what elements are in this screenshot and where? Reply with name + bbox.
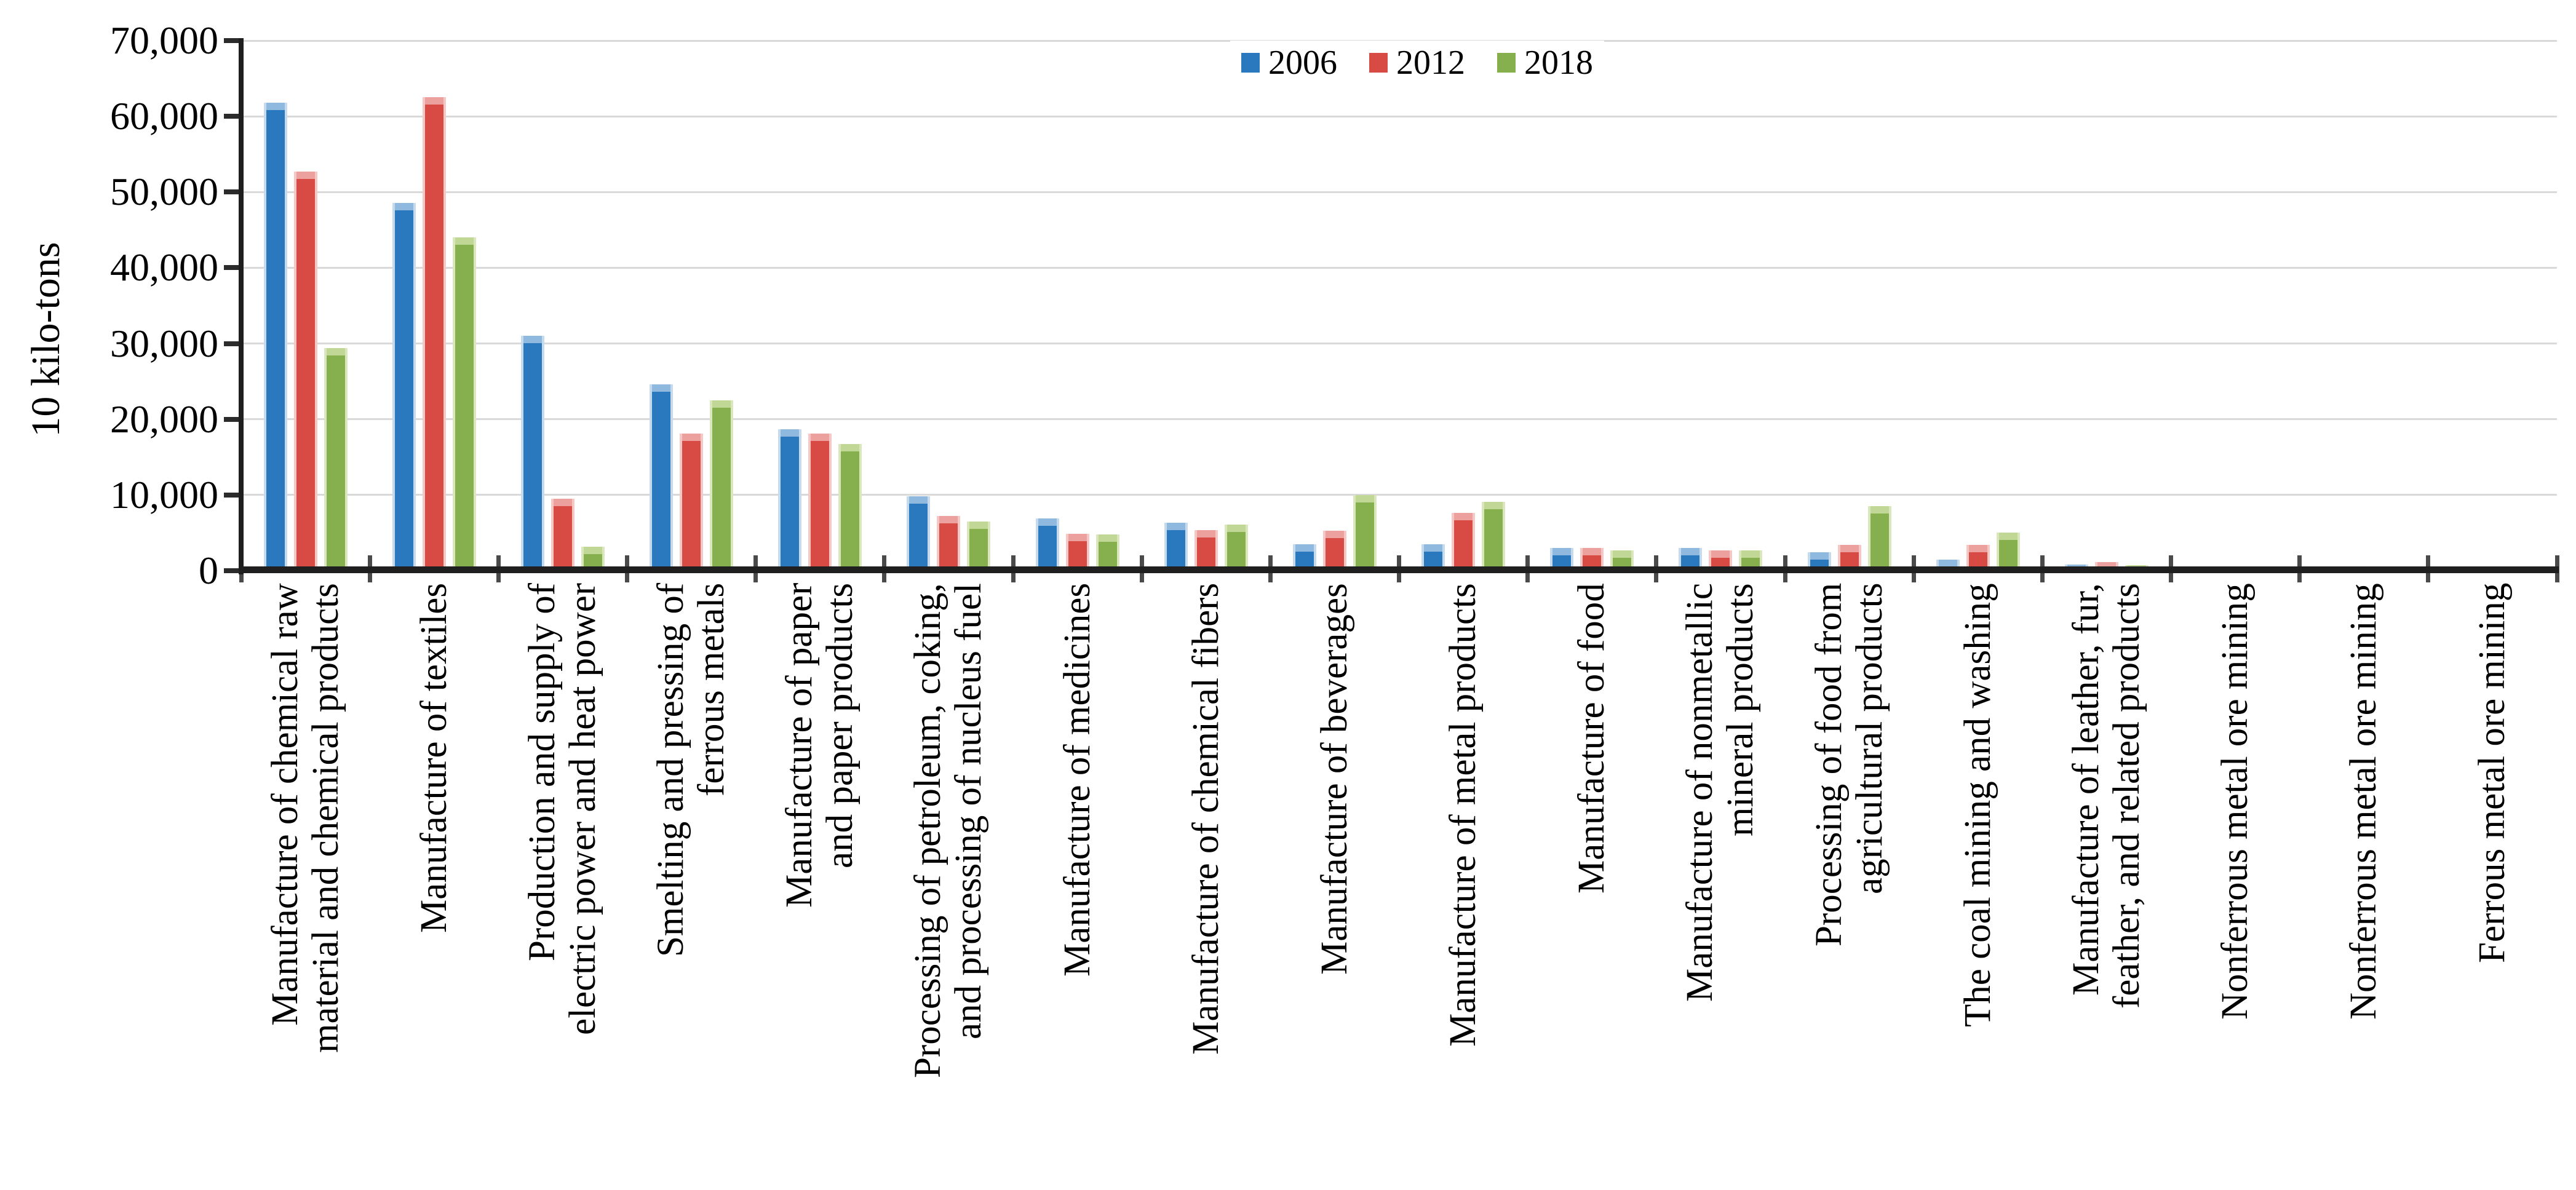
y-axis-tick [224, 114, 240, 119]
bar-2018 [453, 237, 476, 571]
y-axis-tick-label: 10,000 [110, 472, 218, 517]
gridline [241, 494, 2557, 496]
y-axis-tick-label: 40,000 [110, 245, 218, 290]
bar-2018 [324, 348, 348, 571]
bar-2018 [1868, 506, 1891, 571]
category-label: Manufacture of food [1571, 583, 1613, 894]
bar-2012 [551, 499, 574, 571]
bar-2006 [650, 384, 673, 571]
bar-2012 [680, 434, 703, 571]
category-label: Manufacture of beverages [1313, 583, 1355, 975]
y-axis-tick-label: 50,000 [110, 170, 218, 214]
y-axis-tick-label: 70,000 [110, 18, 218, 62]
bar-2012 [1323, 531, 1346, 571]
bar-2018 [967, 522, 990, 571]
y-axis-tick-label: 60,000 [110, 94, 218, 138]
bar-2006 [1421, 544, 1445, 571]
bar-2018 [1096, 534, 1119, 571]
y-axis-tick [224, 265, 240, 271]
category-label: The coal mining and washing [1957, 583, 1998, 1027]
bar-2012 [294, 172, 317, 571]
y-axis-tick-label: 20,000 [110, 397, 218, 441]
category-label: Manufacture of paper and paper products [779, 583, 861, 908]
bar-2018 [1225, 525, 1248, 571]
y-axis-tick [224, 492, 240, 498]
y-axis-tick [224, 416, 240, 422]
y-axis-tick [224, 568, 240, 573]
y-axis-line [239, 38, 244, 574]
category-label: Nonferrous metal ore mining [2214, 583, 2256, 1020]
bar-2012 [1452, 513, 1475, 571]
bar-2012 [808, 434, 832, 571]
category-label: Processing of food from agricultural pro… [1808, 583, 1890, 947]
gridline [241, 115, 2557, 117]
category-label: Nonferrous metal ore mining [2343, 583, 2385, 1020]
bar-2012 [1066, 534, 1089, 571]
category-label: Manufacture of chemical raw material and… [264, 583, 346, 1053]
category-label: Manufacture of leather, fur, feather, an… [2065, 583, 2147, 1009]
category-label: Manufacture of nonmetallic mineral produ… [1679, 583, 1762, 1002]
category-label: Manufacture of metal products [1442, 583, 1484, 1047]
bar-2006 [907, 496, 930, 571]
y-axis-tick [224, 38, 240, 43]
legend-swatch-icon [1497, 53, 1516, 73]
y-axis-title: 10 kilo-tons [23, 242, 68, 437]
legend-swatch-icon [1369, 53, 1388, 73]
category-label: Ferrous metal ore mining [2471, 583, 2513, 964]
legend-item-2006: 2006 [1241, 44, 1337, 81]
bar-2006 [264, 103, 287, 571]
category-label: Manufacture of medicines [1056, 583, 1098, 977]
x-axis-line [239, 566, 2559, 573]
y-axis-tick-label: 30,000 [110, 321, 218, 365]
gridline [241, 418, 2557, 421]
bar-2018 [710, 400, 733, 571]
bar-2012 [423, 97, 446, 571]
bar-2018 [1482, 502, 1505, 571]
y-axis-tick [224, 341, 240, 346]
bar-2012 [1195, 530, 1218, 571]
bar-2006 [1164, 523, 1188, 571]
legend-label: 2018 [1524, 44, 1593, 82]
bar-2006 [778, 429, 801, 571]
legend-item-2012: 2012 [1369, 44, 1465, 81]
gridline [241, 191, 2557, 193]
legend-item-2018: 2018 [1497, 44, 1593, 81]
legend-label: 2012 [1396, 44, 1465, 82]
legend-swatch-icon [1241, 53, 1260, 73]
category-label: Manufacture of textiles [413, 583, 455, 934]
bar-2006 [392, 203, 416, 571]
bar-2018 [838, 444, 862, 571]
bar-2018 [1353, 495, 1377, 571]
category-label: Manufacture of chemical fibers [1185, 583, 1226, 1055]
legend-label: 2006 [1268, 44, 1337, 82]
bar-2018 [1997, 533, 2020, 571]
category-label: Processing of petroleum, coking, and pro… [907, 583, 990, 1078]
bar-2006 [1293, 544, 1316, 571]
legend: 2006 2012 2018 [1230, 41, 1604, 85]
bar-2006 [1036, 518, 1059, 571]
gridline [241, 343, 2557, 345]
y-axis-tick-label: 0 [199, 549, 218, 592]
bar-2006 [521, 336, 544, 571]
category-label: Smelting and pressing of ferrous metals [650, 583, 733, 958]
gridline [241, 266, 2557, 269]
y-axis-tick [224, 189, 240, 195]
bar-2012 [937, 516, 960, 571]
category-label: Production and supply of electric power … [521, 583, 603, 1036]
